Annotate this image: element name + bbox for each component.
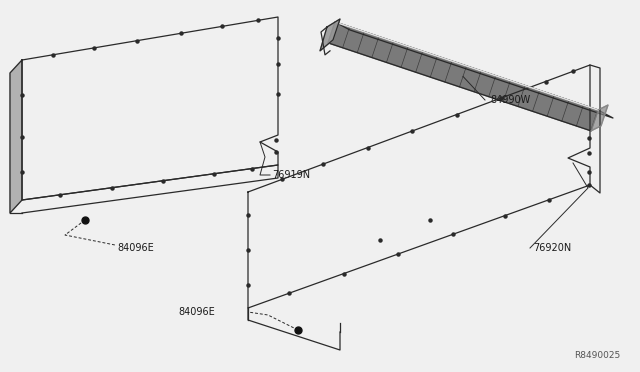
Polygon shape (335, 22, 613, 118)
Text: 84990W: 84990W (490, 95, 531, 105)
Polygon shape (10, 60, 22, 213)
Polygon shape (320, 19, 340, 51)
Polygon shape (591, 105, 608, 131)
Text: 76920N: 76920N (533, 243, 572, 253)
Text: R8490025: R8490025 (573, 351, 620, 360)
Polygon shape (328, 22, 598, 131)
Text: 76919N: 76919N (272, 170, 310, 180)
Text: 84096E: 84096E (178, 307, 215, 317)
Text: 84096E: 84096E (117, 243, 154, 253)
